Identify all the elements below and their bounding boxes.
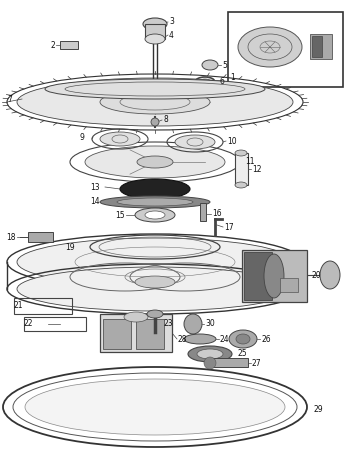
Bar: [14, 298, 72, 314]
Text: 24: 24: [220, 335, 230, 344]
Text: 13: 13: [90, 182, 100, 191]
Ellipse shape: [85, 146, 225, 178]
Text: 19: 19: [65, 243, 75, 251]
Text: 12: 12: [252, 165, 261, 174]
Text: 25: 25: [237, 350, 247, 358]
Bar: [235, 153, 248, 185]
Ellipse shape: [147, 310, 163, 318]
Ellipse shape: [135, 276, 175, 288]
Bar: [210, 358, 248, 367]
Bar: [24, 317, 86, 331]
Bar: [28, 232, 53, 242]
Ellipse shape: [202, 60, 218, 70]
Text: 28: 28: [178, 335, 188, 344]
Bar: [242, 250, 307, 302]
Ellipse shape: [175, 135, 215, 149]
Text: 21: 21: [14, 301, 23, 309]
Ellipse shape: [17, 78, 293, 126]
Bar: [244, 252, 272, 300]
Ellipse shape: [117, 198, 193, 206]
Bar: [312, 36, 322, 57]
Bar: [310, 34, 332, 59]
Text: 18: 18: [7, 233, 16, 241]
Text: 23: 23: [163, 319, 173, 329]
Bar: [145, 24, 165, 39]
Text: 22: 22: [24, 319, 34, 329]
Text: 8: 8: [163, 116, 168, 124]
Text: 15: 15: [116, 211, 125, 219]
Bar: [136, 319, 164, 349]
Ellipse shape: [143, 18, 167, 30]
Text: 14: 14: [90, 197, 100, 207]
Ellipse shape: [120, 179, 190, 199]
Text: 27: 27: [252, 358, 262, 367]
Text: 6: 6: [220, 78, 225, 86]
Bar: [103, 319, 131, 349]
Text: 26: 26: [261, 335, 271, 344]
Ellipse shape: [229, 330, 257, 348]
Ellipse shape: [264, 254, 284, 298]
Ellipse shape: [236, 334, 250, 344]
Ellipse shape: [145, 211, 165, 219]
Bar: [280, 278, 298, 292]
Bar: [100, 314, 172, 352]
Ellipse shape: [17, 267, 293, 311]
Ellipse shape: [184, 334, 216, 344]
Ellipse shape: [238, 27, 302, 67]
Ellipse shape: [100, 196, 210, 208]
Text: 29: 29: [313, 404, 323, 414]
Ellipse shape: [145, 34, 165, 44]
Text: 1: 1: [230, 73, 235, 82]
Ellipse shape: [197, 349, 223, 359]
Text: 7: 7: [7, 95, 12, 103]
Ellipse shape: [100, 132, 140, 146]
Ellipse shape: [17, 238, 293, 286]
Ellipse shape: [137, 156, 173, 168]
Text: 16: 16: [212, 209, 222, 218]
Ellipse shape: [25, 379, 285, 435]
Ellipse shape: [184, 314, 202, 334]
Text: 10: 10: [227, 137, 237, 145]
Bar: [60, 41, 78, 49]
Ellipse shape: [235, 150, 247, 156]
Text: 17: 17: [224, 223, 234, 232]
Ellipse shape: [204, 357, 216, 369]
Text: 5: 5: [222, 60, 227, 69]
Ellipse shape: [151, 118, 159, 126]
Ellipse shape: [135, 208, 175, 222]
Ellipse shape: [235, 182, 247, 188]
Text: 4: 4: [169, 31, 174, 39]
Text: 3: 3: [169, 17, 174, 27]
Ellipse shape: [188, 346, 232, 362]
Text: 20: 20: [312, 271, 322, 281]
Bar: [200, 203, 206, 221]
Text: 9: 9: [80, 133, 85, 142]
Text: 11: 11: [245, 156, 254, 165]
Text: 2: 2: [50, 41, 55, 49]
Ellipse shape: [124, 312, 148, 322]
Ellipse shape: [100, 90, 210, 114]
Ellipse shape: [45, 79, 265, 99]
Text: 30: 30: [205, 319, 215, 329]
Bar: [228, 12, 343, 87]
Ellipse shape: [320, 261, 340, 289]
